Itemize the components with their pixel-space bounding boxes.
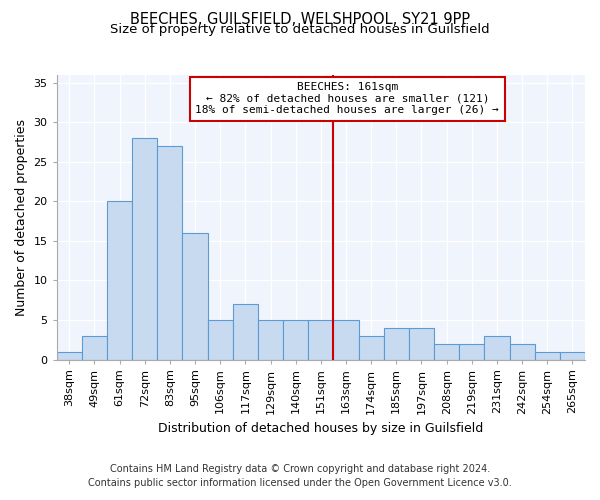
Text: BEECHES, GUILSFIELD, WELSHPOOL, SY21 9PP: BEECHES, GUILSFIELD, WELSHPOOL, SY21 9PP bbox=[130, 12, 470, 28]
Y-axis label: Number of detached properties: Number of detached properties bbox=[15, 119, 28, 316]
Bar bbox=[233, 304, 258, 360]
Bar bbox=[208, 320, 233, 360]
X-axis label: Distribution of detached houses by size in Guilsfield: Distribution of detached houses by size … bbox=[158, 422, 484, 435]
Bar bbox=[359, 336, 384, 359]
Bar bbox=[308, 320, 334, 360]
Bar bbox=[82, 336, 107, 359]
Bar bbox=[107, 202, 132, 360]
Bar bbox=[384, 328, 409, 360]
Bar bbox=[560, 352, 585, 360]
Bar bbox=[283, 320, 308, 360]
Bar bbox=[535, 352, 560, 360]
Bar bbox=[157, 146, 182, 360]
Bar bbox=[409, 328, 434, 360]
Text: Contains HM Land Registry data © Crown copyright and database right 2024.
Contai: Contains HM Land Registry data © Crown c… bbox=[88, 464, 512, 487]
Bar bbox=[484, 336, 509, 359]
Bar bbox=[182, 233, 208, 360]
Bar bbox=[334, 320, 359, 360]
Text: BEECHES: 161sqm
← 82% of detached houses are smaller (121)
18% of semi-detached : BEECHES: 161sqm ← 82% of detached houses… bbox=[196, 82, 499, 116]
Bar bbox=[459, 344, 484, 359]
Bar bbox=[258, 320, 283, 360]
Bar bbox=[57, 352, 82, 360]
Bar bbox=[434, 344, 459, 359]
Text: Size of property relative to detached houses in Guilsfield: Size of property relative to detached ho… bbox=[110, 22, 490, 36]
Bar bbox=[509, 344, 535, 359]
Bar bbox=[132, 138, 157, 360]
